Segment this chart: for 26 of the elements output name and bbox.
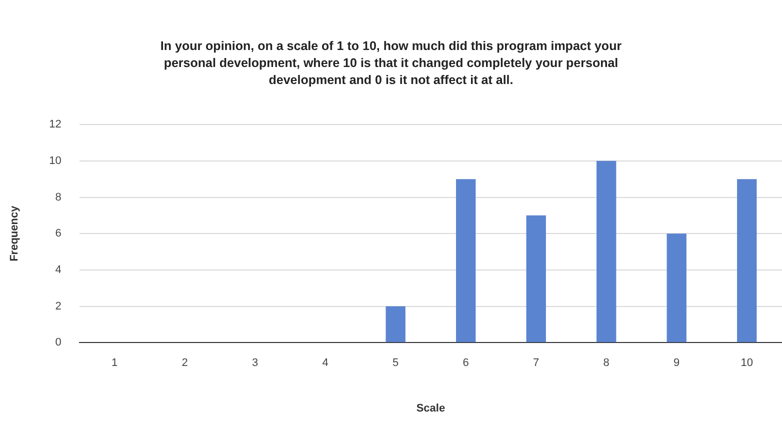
x-tick-label: 6: [462, 357, 469, 370]
y-tick-label: 10: [49, 154, 62, 167]
x-tick-label: 5: [392, 357, 399, 370]
y-tick-label: 6: [55, 228, 62, 240]
y-tick-label: 0: [55, 336, 62, 349]
bar: [596, 160, 616, 342]
chart-title: In your opinion, on a scale of 1 to 10, how much did this program impact your personal development, where 10 is that it changed completely your personal development and 0 is it not affect it at all.: [159, 38, 623, 89]
x-tick-label: 8: [603, 357, 610, 370]
x-tick-label: 2: [182, 357, 188, 370]
bar: [666, 234, 686, 342]
bar: [737, 179, 757, 342]
x-tick-label: 10: [740, 357, 753, 370]
x-axis-title: Scale: [416, 402, 446, 414]
y-tick-label: 4: [55, 264, 62, 276]
bar: [386, 306, 406, 342]
y-tick-label: 8: [55, 191, 62, 204]
y-tick-label: 2: [55, 300, 62, 312]
x-tick-label: 4: [322, 357, 328, 370]
x-tick-label: 7: [533, 357, 540, 370]
x-tick-label: 1: [112, 357, 118, 370]
y-axis-title: Frequency: [8, 204, 21, 262]
bar: [456, 179, 476, 342]
x-tick-label: 3: [252, 357, 258, 370]
bar: [526, 215, 546, 342]
y-tick-label: 12: [49, 118, 62, 131]
x-tick-label: 9: [674, 357, 680, 370]
